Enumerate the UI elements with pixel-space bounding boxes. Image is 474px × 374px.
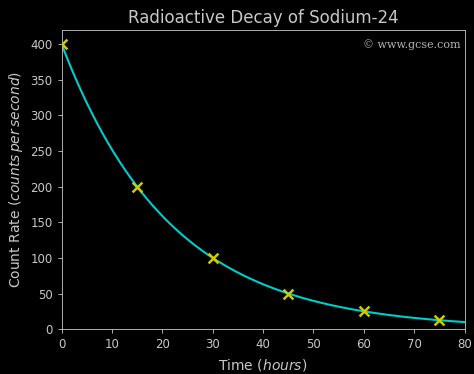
Point	[360, 308, 368, 314]
Title: Radioactive Decay of Sodium-24: Radioactive Decay of Sodium-24	[128, 9, 398, 27]
Point	[133, 184, 141, 190]
Point	[284, 291, 292, 297]
Text: © www.gcse.com: © www.gcse.com	[363, 39, 460, 50]
Y-axis label: Count Rate ($\it{counts\/per\/second}$): Count Rate ($\it{counts\/per\/second}$)	[7, 71, 25, 288]
Point	[436, 317, 443, 323]
Point	[58, 41, 65, 47]
Point	[209, 255, 217, 261]
X-axis label: Time ($\it{hours}$): Time ($\it{hours}$)	[219, 357, 308, 373]
